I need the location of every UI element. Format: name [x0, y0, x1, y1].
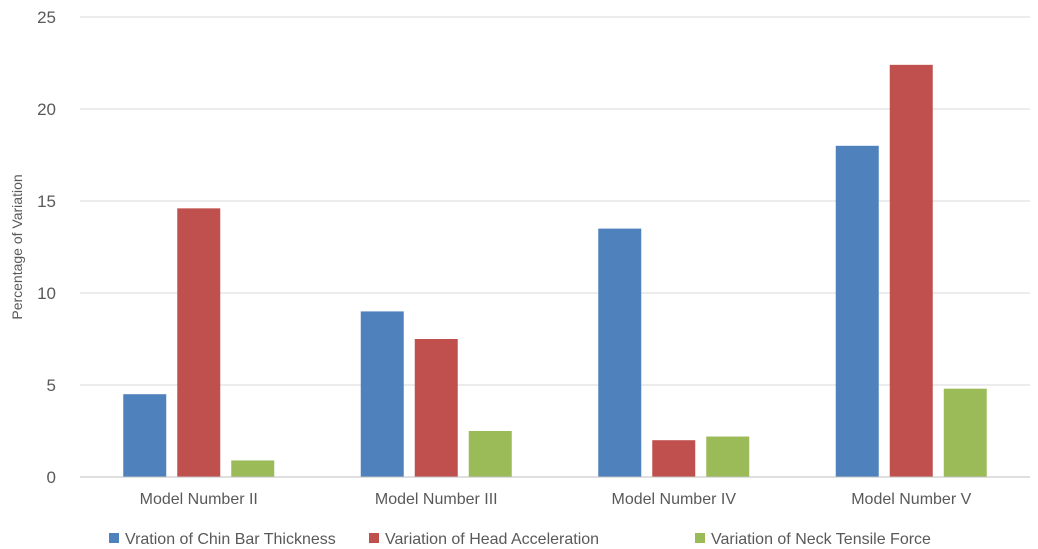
bar-1-3	[598, 228, 642, 477]
y-tick-label: 5	[47, 376, 56, 395]
y-tick-label: 15	[37, 192, 56, 211]
x-axis-categories: Model Number II Model Number III Model Num…	[140, 491, 972, 508]
x-category-label: Model Number V	[851, 491, 971, 508]
bar-1-2	[360, 311, 404, 477]
x-category-label: Model Number IV	[612, 491, 737, 508]
bar-2-3	[652, 440, 696, 477]
bar-3-1	[231, 460, 275, 477]
legend-swatch	[369, 533, 379, 543]
legend-label: Variation of Neck Tensile Force	[711, 531, 931, 548]
bar-1-1	[123, 394, 167, 477]
bar-2-2	[414, 339, 458, 477]
bar-2-4	[889, 64, 933, 477]
y-axis-ticks: 0 5 10 15 20 25	[37, 8, 56, 487]
legend-label: Variation of Head Acceleration	[385, 531, 599, 548]
x-category-label: Model Number III	[375, 491, 498, 508]
legend: Vration of Chin Bar Thickness Variation o…	[109, 531, 931, 548]
y-tick-label: 20	[37, 100, 56, 119]
y-tick-label: 10	[37, 284, 56, 303]
y-tick-label: 0	[47, 468, 56, 487]
y-axis-label: Percentage of Variation	[9, 174, 25, 319]
bar-1-4	[835, 145, 879, 478]
bar-3-2	[468, 431, 512, 477]
legend-swatch	[695, 533, 705, 543]
bars	[123, 64, 987, 478]
gridlines	[80, 16, 1030, 386]
bar-3-4	[943, 388, 987, 477]
legend-label: Vration of Chin Bar Thickness	[125, 531, 336, 548]
x-category-label: Model Number II	[140, 491, 258, 508]
bar-3-3	[706, 436, 750, 477]
bar-2-1	[177, 208, 221, 478]
legend-swatch	[109, 533, 119, 543]
y-tick-label: 25	[37, 8, 56, 27]
